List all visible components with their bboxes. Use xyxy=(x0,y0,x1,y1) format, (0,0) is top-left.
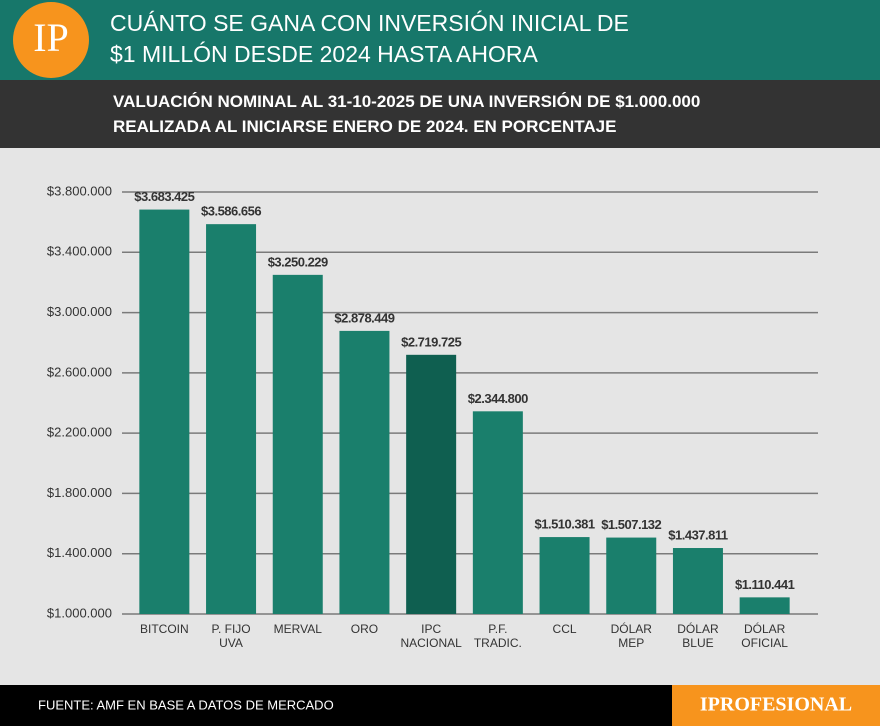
bar xyxy=(339,330,390,614)
logo-circle xyxy=(13,2,89,78)
value-label: $1.510.381 xyxy=(535,517,595,532)
value-label: $2.878.449 xyxy=(334,310,394,325)
chart-subtitle: VALUACIÓN NOMINAL AL 31-10-2025 DE UNA I… xyxy=(113,92,700,136)
y-tick-label: $3.800.000 xyxy=(47,183,112,198)
subtitle-band xyxy=(0,80,880,148)
logo: IP xyxy=(33,15,69,60)
value-label: $3.683.425 xyxy=(134,189,194,204)
bar xyxy=(206,224,257,614)
value-label: $3.586.656 xyxy=(201,204,261,219)
chart-title: CUÁNTO SE GANA CON INVERSIÓN INICIAL DE $… xyxy=(110,10,629,67)
y-tick-label: $1.400.000 xyxy=(47,545,112,560)
y-tick-label: $3.400.000 xyxy=(47,244,112,259)
y-tick-label: $2.200.000 xyxy=(47,425,112,440)
x-tick-label: P. FIJO UVA xyxy=(211,622,250,650)
x-tick-label: P.F. TRADIC. xyxy=(474,622,522,650)
value-label: $2.719.725 xyxy=(401,334,461,349)
x-tick-label: DÓLAR BLUE xyxy=(677,621,719,650)
y-tick-label: $1.000.000 xyxy=(47,605,112,620)
x-tick-label: MERVAL xyxy=(274,622,323,636)
x-tick-label: BITCOIN xyxy=(140,622,189,636)
value-label: $1.110.441 xyxy=(735,577,795,592)
x-tick-label: ORO xyxy=(351,622,378,636)
bar xyxy=(606,537,657,614)
bar xyxy=(739,597,790,614)
x-tick-label: IPC NACIONAL xyxy=(400,622,462,650)
source: FUENTE: AMF EN BASE A DATOS DE MERCADO xyxy=(38,697,334,712)
value-label: $1.437.811 xyxy=(668,527,728,542)
brand-box xyxy=(672,685,880,726)
value-label: $1.507.132 xyxy=(601,517,661,532)
header-band xyxy=(0,0,880,80)
value-label: $3.250.229 xyxy=(268,254,328,269)
bar xyxy=(406,354,457,614)
bar xyxy=(539,537,590,614)
value-label: $2.344.800 xyxy=(468,391,528,406)
x-tick-label: CCL xyxy=(553,622,577,636)
bar xyxy=(272,274,323,614)
brand: IPROFESIONAL xyxy=(700,694,852,716)
bar xyxy=(472,411,523,614)
x-tick-label: DÓLAR MEP xyxy=(611,621,653,650)
x-tick-label: DÓLAR OFICIAL xyxy=(741,621,788,650)
bar xyxy=(672,548,723,614)
bar xyxy=(139,209,190,614)
y-tick-label: $1.800.000 xyxy=(47,485,112,500)
y-tick-label: $3.000.000 xyxy=(47,304,112,319)
y-tick-label: $2.600.000 xyxy=(47,364,112,379)
